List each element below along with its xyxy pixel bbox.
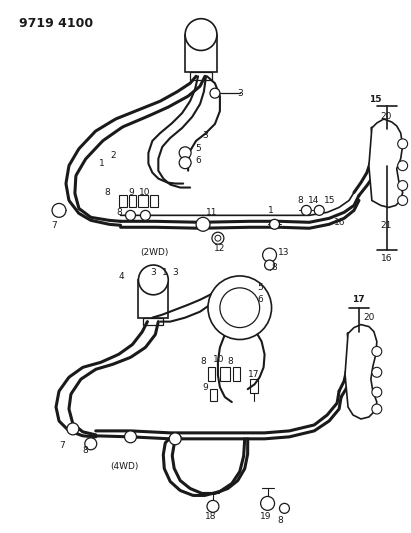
Text: 15: 15 <box>324 196 336 205</box>
Text: 10: 10 <box>213 355 224 364</box>
Circle shape <box>210 88 220 98</box>
Bar <box>220 367 230 381</box>
Text: 3: 3 <box>172 269 178 278</box>
Circle shape <box>263 248 277 262</box>
Text: 6: 6 <box>195 156 201 165</box>
Text: 8: 8 <box>83 446 89 455</box>
Circle shape <box>67 423 79 435</box>
Text: 8: 8 <box>228 357 233 366</box>
Bar <box>185 35 217 72</box>
Circle shape <box>220 288 260 328</box>
Circle shape <box>265 260 275 270</box>
Text: 8: 8 <box>200 357 206 366</box>
Text: 4: 4 <box>119 272 124 281</box>
Text: 16: 16 <box>381 254 393 263</box>
Text: 3: 3 <box>150 269 156 278</box>
Circle shape <box>279 503 289 513</box>
Text: (2WD): (2WD) <box>141 248 169 256</box>
Text: 8: 8 <box>105 188 111 197</box>
Bar <box>233 367 240 381</box>
Circle shape <box>208 276 272 340</box>
Text: 12: 12 <box>214 244 225 253</box>
Bar <box>250 379 258 393</box>
Text: 1: 1 <box>99 159 104 168</box>
Text: 21: 21 <box>381 221 392 230</box>
Circle shape <box>270 219 279 229</box>
Text: 1: 1 <box>162 269 168 278</box>
Circle shape <box>372 346 382 357</box>
Text: 10: 10 <box>139 188 151 197</box>
Text: 19: 19 <box>260 512 271 521</box>
Circle shape <box>398 139 408 149</box>
Text: 9: 9 <box>202 383 208 392</box>
Circle shape <box>179 157 191 168</box>
Text: 8: 8 <box>272 263 277 272</box>
Circle shape <box>85 438 97 450</box>
Circle shape <box>125 211 136 220</box>
Text: (4WD): (4WD) <box>111 462 139 471</box>
Text: 8: 8 <box>117 208 122 217</box>
Text: 17: 17 <box>248 370 259 379</box>
Polygon shape <box>369 119 403 207</box>
Text: 1: 1 <box>268 206 273 215</box>
Bar <box>210 389 217 401</box>
Text: 17: 17 <box>352 295 365 304</box>
Circle shape <box>301 205 311 215</box>
Text: 3: 3 <box>238 88 244 98</box>
Text: 6: 6 <box>258 295 263 304</box>
Text: 11: 11 <box>206 208 217 217</box>
Text: 16: 16 <box>334 218 346 227</box>
Text: 9719 4100: 9719 4100 <box>19 17 93 30</box>
Text: 5: 5 <box>195 144 201 154</box>
Bar <box>190 72 212 80</box>
Bar <box>139 280 168 318</box>
Text: 13: 13 <box>277 248 289 256</box>
Circle shape <box>169 433 181 445</box>
Text: 14: 14 <box>308 196 320 205</box>
Circle shape <box>52 204 66 217</box>
Circle shape <box>314 205 324 215</box>
Circle shape <box>372 367 382 377</box>
Circle shape <box>125 431 136 443</box>
Circle shape <box>196 217 210 231</box>
Bar <box>150 196 158 207</box>
Circle shape <box>215 235 221 241</box>
Circle shape <box>185 19 217 51</box>
Circle shape <box>139 265 168 295</box>
Circle shape <box>372 387 382 397</box>
Bar <box>139 196 148 207</box>
Bar <box>143 318 163 325</box>
Text: 20: 20 <box>381 111 392 120</box>
Text: 9: 9 <box>129 188 134 197</box>
Text: 8: 8 <box>298 196 303 205</box>
Text: 8: 8 <box>277 516 283 525</box>
Bar <box>119 196 127 207</box>
Text: 7: 7 <box>59 441 65 450</box>
Circle shape <box>372 404 382 414</box>
Text: 5: 5 <box>258 284 263 293</box>
Circle shape <box>207 500 219 512</box>
Text: 3: 3 <box>202 132 208 140</box>
Circle shape <box>179 147 191 159</box>
Text: 18: 18 <box>205 512 217 521</box>
Text: 2: 2 <box>111 151 116 160</box>
Circle shape <box>212 232 224 244</box>
Polygon shape <box>345 325 377 419</box>
Circle shape <box>398 196 408 205</box>
Circle shape <box>398 181 408 190</box>
Text: 20: 20 <box>363 313 374 322</box>
Circle shape <box>398 161 408 171</box>
Circle shape <box>141 211 150 220</box>
Circle shape <box>261 496 275 510</box>
Text: 15: 15 <box>369 95 381 103</box>
Bar <box>129 196 136 207</box>
Text: 7: 7 <box>51 221 57 230</box>
Bar <box>208 367 215 381</box>
